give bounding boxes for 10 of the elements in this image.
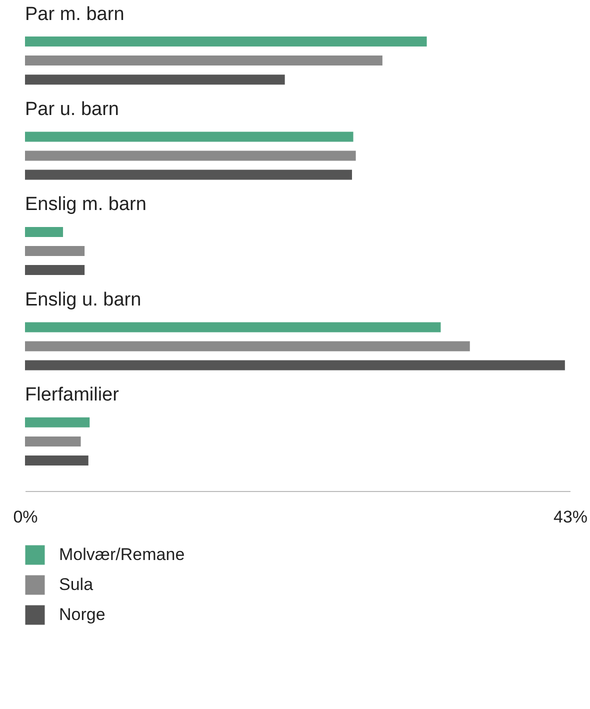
x-tick-label: 0% [13, 508, 38, 526]
legend-label: Sula [59, 575, 94, 594]
y-tick-label: Enslig u. barn [25, 289, 142, 310]
legend-label: Norge [59, 605, 106, 624]
y-tick-label: Par m. barn [25, 4, 124, 25]
y-tick-label: Flerfamilier [25, 384, 120, 406]
y-tick-label: Enslig m. barn [25, 194, 146, 216]
legend-label: Molvær/Remane [59, 545, 185, 564]
y-tick-label: Par u. barn [25, 99, 119, 120]
x-tick-label: 43% [553, 508, 588, 526]
